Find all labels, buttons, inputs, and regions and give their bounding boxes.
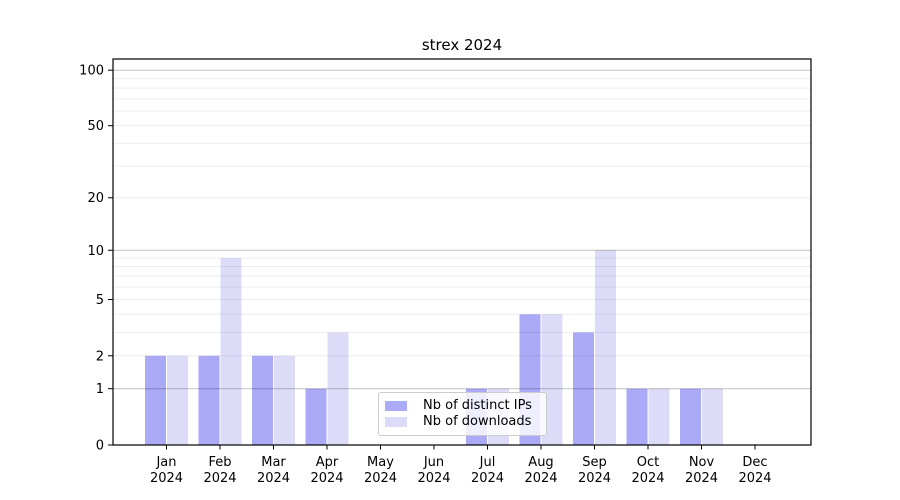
x-tick-label-year: 2024 (685, 471, 718, 486)
x-tick-label-month: Jun (423, 455, 444, 470)
legend-swatch-distinct-ips (385, 401, 407, 411)
bar-downloads-sep (595, 250, 616, 445)
bar-distinct-ips-apr (305, 388, 327, 445)
x-tick-label-year: 2024 (578, 471, 611, 486)
y-tick-label: 0 (96, 439, 104, 454)
chart-legend: Nb of distinct IPs Nb of downloads (378, 392, 547, 436)
x-tick-label-year: 2024 (631, 471, 664, 486)
bar-downloads-mar (274, 355, 295, 445)
x-tick-label-month: Sep (582, 455, 607, 470)
bar-downloads-apr (327, 332, 349, 445)
bar-distinct-ips-sep (573, 332, 594, 445)
x-tick-label-month: May (367, 455, 394, 470)
x-tick-label-month: Apr (316, 455, 339, 470)
x-tick-label-year: 2024 (364, 471, 397, 486)
y-tick-label: 1 (96, 382, 104, 397)
x-tick-label-month: Jan (155, 455, 176, 470)
bar-distinct-ips-oct (626, 388, 648, 445)
bar-distinct-ips-mar (252, 355, 273, 445)
chart-title: strex 2024 (421, 36, 503, 54)
x-tick-label-year: 2024 (471, 471, 504, 486)
legend-item-downloads: Nb of downloads (385, 414, 538, 430)
legend-swatch-downloads (385, 417, 407, 427)
plot-border (112, 58, 812, 446)
x-tick-label-year: 2024 (310, 471, 343, 486)
legend-item-distinct-ips: Nb of distinct IPs (385, 398, 538, 414)
x-tick-label-month: Mar (261, 455, 286, 470)
legend-label-downloads: Nb of downloads (423, 414, 532, 429)
legend-label-distinct-ips: Nb of distinct IPs (423, 398, 532, 413)
x-tick-label-month: Aug (528, 455, 553, 470)
y-tick-label: 2 (96, 349, 104, 364)
bar-distinct-ips-feb (198, 355, 220, 445)
bar-distinct-ips-jan (145, 355, 166, 445)
bar-downloads-jan (167, 355, 188, 445)
x-tick-label-month: Nov (689, 455, 715, 470)
y-tick-label: 50 (87, 119, 104, 134)
y-tick-label: 100 (79, 64, 104, 79)
y-tick-label: 20 (87, 191, 104, 206)
y-tick-label: 5 (96, 293, 104, 308)
bar-downloads-oct (648, 388, 670, 445)
x-tick-label-year: 2024 (203, 471, 236, 486)
y-tick-label: 10 (87, 244, 104, 259)
x-tick-label-year: 2024 (257, 471, 290, 486)
bar-downloads-feb (220, 258, 242, 445)
x-tick-label-month: Feb (208, 455, 231, 470)
x-tick-label-month: Jul (479, 455, 496, 470)
x-tick-label-year: 2024 (417, 471, 450, 486)
x-tick-label-month: Dec (742, 455, 767, 470)
x-tick-label-year: 2024 (524, 471, 557, 486)
bar-downloads-nov (702, 388, 723, 445)
x-tick-label-year: 2024 (738, 471, 771, 486)
x-tick-label-month: Oct (637, 455, 659, 470)
x-tick-label-year: 2024 (150, 471, 183, 486)
bar-distinct-ips-nov (680, 388, 701, 445)
